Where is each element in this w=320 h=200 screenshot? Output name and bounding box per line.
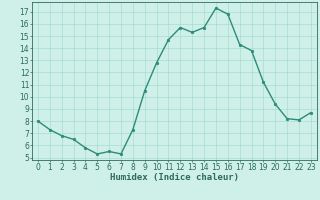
X-axis label: Humidex (Indice chaleur): Humidex (Indice chaleur) xyxy=(110,173,239,182)
